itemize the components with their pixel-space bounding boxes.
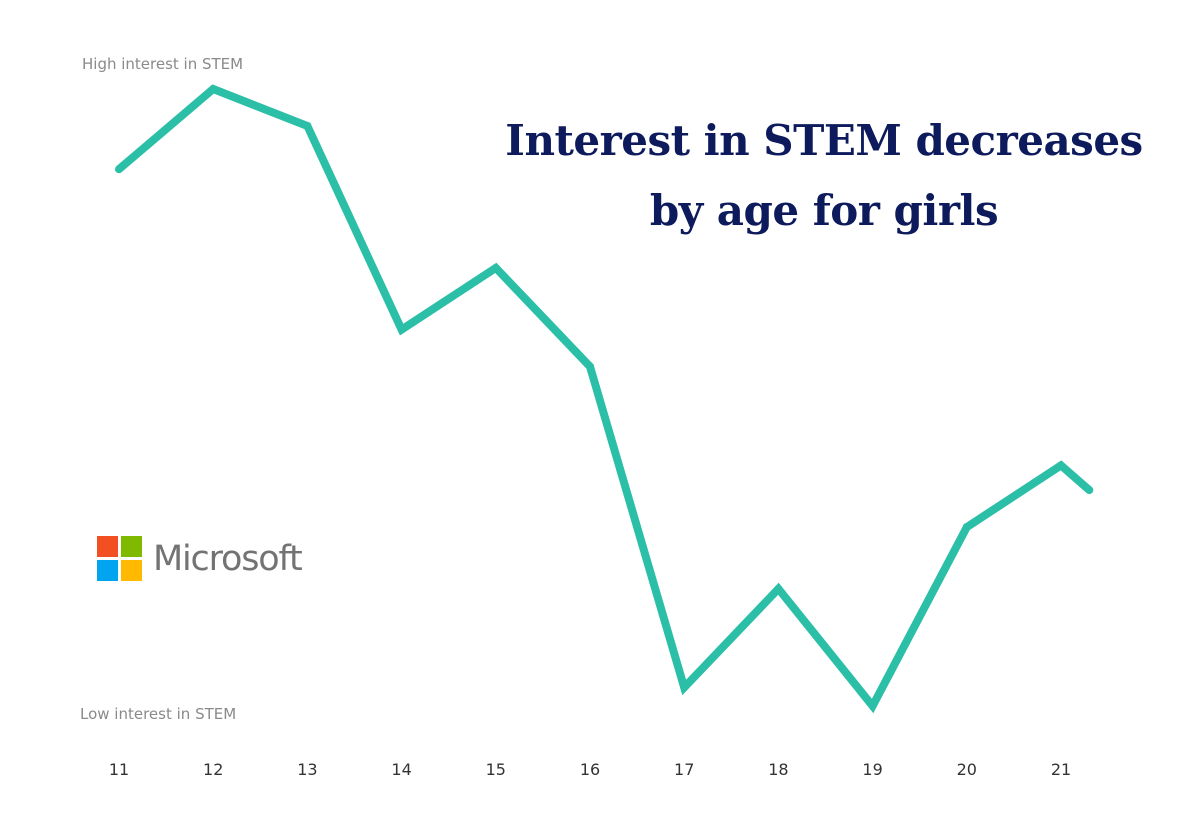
data-point (209, 85, 218, 93)
logo-square-blue (97, 560, 118, 581)
series-line (116, 84, 1092, 714)
x-tick-label: 18 (768, 760, 788, 779)
x-tick-label: 17 (674, 760, 694, 779)
data-point (1085, 486, 1094, 495)
data-point (1057, 461, 1065, 470)
microsoft-logo-text: Microsoft (153, 538, 303, 579)
x-tick-label: 11 (109, 760, 129, 779)
y-axis-high-label: High interest in STEM (82, 55, 244, 73)
chart-title-line-1: Interest in STEM decreases (505, 116, 1143, 165)
logo-square-green (121, 536, 142, 557)
data-point (680, 683, 689, 692)
x-tick-label: 12 (203, 760, 223, 779)
data-point (962, 523, 971, 532)
y-axis-low-label: Low interest in STEM (80, 705, 237, 723)
x-tick-label: 15 (486, 760, 506, 779)
x-tick-label: 13 (297, 760, 317, 779)
x-tick-label: 20 (957, 760, 977, 779)
data-point (115, 165, 123, 174)
data-point (303, 122, 312, 130)
data-point (491, 263, 500, 272)
x-tick-label: 14 (391, 760, 411, 779)
x-tick-label: 19 (862, 760, 882, 779)
microsoft-logo: Microsoft (97, 536, 303, 581)
microsoft-logo-icon (97, 536, 142, 581)
logo-square-yellow (121, 560, 142, 581)
data-point (397, 325, 406, 334)
data-point (774, 584, 783, 593)
x-tick-label: 16 (580, 760, 600, 779)
series-line-group (115, 84, 1094, 714)
x-tick-label: 21 (1051, 760, 1071, 779)
x-axis-ticks: 11 12 13 14 15 16 17 18 19 20 21 (109, 760, 1071, 779)
data-point (586, 362, 594, 371)
logo-square-red (97, 536, 118, 557)
chart-title-line-2: by age for girls (649, 186, 999, 235)
data-point (868, 702, 877, 710)
